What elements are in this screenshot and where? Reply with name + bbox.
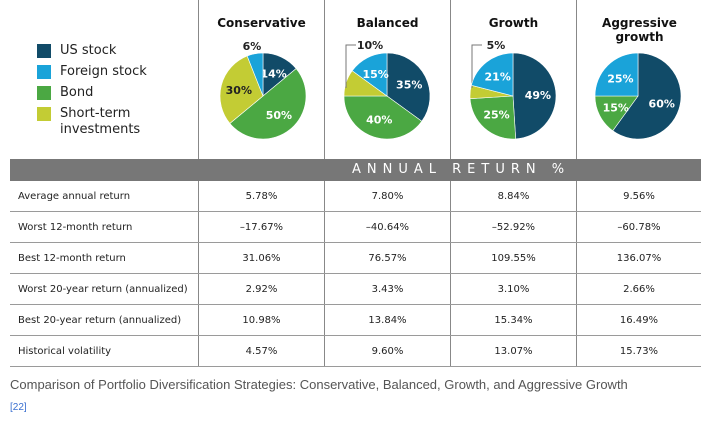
- swatch-bond: [37, 86, 51, 100]
- legend-label: US stock: [60, 43, 117, 58]
- pie-slice-growth-bond: [469, 95, 517, 140]
- annual-return-band: ANNUAL RETURN %: [10, 159, 701, 181]
- table-cell: 10.98%: [198, 305, 324, 335]
- swatch-us-stock: [37, 44, 51, 58]
- returns-table: ANNUAL RETURN % Average annual return 5.7…: [10, 159, 701, 367]
- table-row: Historical volatility 4.57% 9.60% 13.07% 15.…: [10, 336, 701, 367]
- table-cell: 8.84%: [450, 181, 576, 211]
- table-row: Worst 20-year return (annualized) 2.92% 3.…: [10, 274, 701, 305]
- pie-slice-aggressive-growth-us-stock: [612, 52, 682, 140]
- table-cell: 7.80%: [324, 181, 450, 211]
- legend-label: Short-term investments: [60, 106, 141, 137]
- table-cell: 3.10%: [450, 274, 576, 304]
- table-row: Best 12-month return 31.06% 76.57% 109.55% 1…: [10, 243, 701, 274]
- swatch-foreign-stock: [37, 65, 51, 79]
- legend-item-us-stock: US stock: [37, 43, 170, 59]
- table-cell: –60.78%: [576, 212, 701, 242]
- row-label: Worst 12-month return: [18, 221, 133, 233]
- table-cell: 31.06%: [198, 243, 324, 273]
- pie-label: 15%: [363, 68, 389, 81]
- pie-label: 15%: [603, 101, 629, 114]
- table-cell: 136.07%: [576, 243, 701, 273]
- table-cell: 3.43%: [324, 274, 450, 304]
- table-row: Best 20-year return (annualized) 10.98% 13…: [10, 305, 701, 336]
- table-cell: –17.67%: [198, 212, 324, 242]
- row-label: Historical volatility: [18, 345, 112, 357]
- pie-label: 25%: [483, 109, 509, 122]
- pie-label: 50%: [266, 109, 292, 122]
- pie-label: 30%: [226, 84, 252, 97]
- legend-label: Foreign stock: [60, 64, 147, 79]
- legend-item-foreign-stock: Foreign stock: [37, 64, 170, 80]
- column-title-aggressive-growth: Aggressive growth: [602, 16, 677, 44]
- pie-label: 40%: [366, 114, 392, 127]
- pie-slice-balanced-foreign-stock: [351, 52, 388, 97]
- legend-item-short-term: Short-term investments: [37, 106, 170, 138]
- column-title-growth: Growth: [488, 16, 539, 30]
- leader-line: [345, 44, 356, 88]
- table-cell: 109.55%: [450, 243, 576, 273]
- pie-charts: 14% 50% 30% 6% 35% 40% 10% 15% 49% 25% 5% 21% 60% 15%…: [219, 39, 682, 140]
- table-cell: 2.66%: [576, 274, 701, 304]
- table-cell: 4.57%: [198, 336, 324, 366]
- table-cell: 15.34%: [450, 305, 576, 335]
- pie-slice-conservative-bond: [229, 68, 307, 140]
- pie-slice-aggressive-growth-foreign-stock: [594, 52, 639, 97]
- legend-item-bond: Bond: [37, 85, 170, 101]
- table-cell: 13.84%: [324, 305, 450, 335]
- column-title-balanced: Balanced: [356, 16, 419, 30]
- pie-label: 21%: [485, 70, 511, 83]
- legend-label: Bond: [60, 85, 94, 100]
- table-cell: –52.92%: [450, 212, 576, 242]
- row-label: Average annual return: [18, 190, 131, 202]
- legend: US stock Foreign stock Bond Short-term i…: [37, 43, 170, 143]
- pie-label: 35%: [396, 79, 422, 92]
- pie-slice-growth-foreign-stock: [470, 52, 514, 97]
- column-title-conservative: Conservative: [217, 16, 306, 30]
- table-row: Average annual return 5.78% 7.80% 8.84% 9.56…: [10, 181, 701, 212]
- leader-line: [471, 44, 482, 88]
- pie-slice-conservative-short-term-investments: [219, 55, 264, 124]
- pie-slice-conservative-foreign-stock: [246, 52, 264, 97]
- swatch-short-term: [37, 107, 51, 121]
- pie-slice-balanced-bond: [343, 95, 423, 140]
- pie-slice-balanced-us-stock: [386, 52, 431, 122]
- table-cell: 15.73%: [576, 336, 701, 366]
- table-cell: 9.60%: [324, 336, 450, 366]
- table-cell: 13.07%: [450, 336, 576, 366]
- pie-label: 5%: [487, 39, 506, 52]
- pie-slice-growth-us-stock: [512, 52, 557, 140]
- figure-caption: Comparison of Portfolio Diversification …: [10, 377, 628, 392]
- table-cell: 9.56%: [576, 181, 701, 211]
- table-cell: 5.78%: [198, 181, 324, 211]
- table-cell: 76.57%: [324, 243, 450, 273]
- pie-label: 25%: [607, 72, 633, 85]
- pie-label: 60%: [649, 98, 675, 111]
- reference-link[interactable]: [22]: [10, 402, 27, 413]
- row-label: Best 20-year return (annualized): [18, 314, 182, 326]
- pie-label: 49%: [525, 89, 551, 102]
- table-cell: –40.64%: [324, 212, 450, 242]
- table-cell: 16.49%: [576, 305, 701, 335]
- pie-label: 10%: [357, 39, 383, 52]
- pie-label: 6%: [243, 40, 262, 53]
- pie-label: 14%: [260, 67, 286, 80]
- row-label: Best 12-month return: [18, 252, 126, 264]
- table-row: Worst 12-month return –17.67% –40.64% –52.9…: [10, 212, 701, 243]
- table-cell: 2.92%: [198, 274, 324, 304]
- row-label: Worst 20-year return (annualized): [18, 283, 188, 295]
